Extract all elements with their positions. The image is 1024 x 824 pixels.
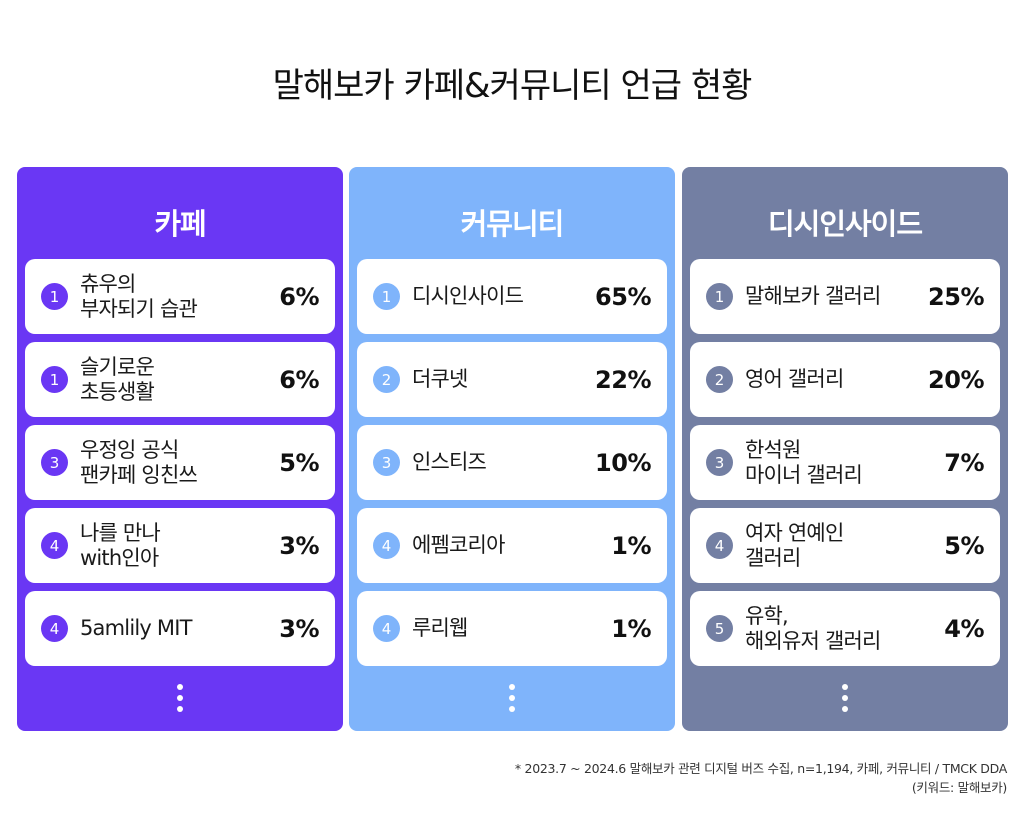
rank-badge: 4 xyxy=(373,615,400,642)
list-item: 3 한석원 마이너 갤러리 7% xyxy=(690,425,1000,500)
item-name: 나를 만나 with인아 xyxy=(80,520,161,570)
list-item: 4 여자 연예인 갤러리 5% xyxy=(690,508,1000,583)
item-percent: 22% xyxy=(595,365,651,394)
item-name: 유학, 해외유저 갤러리 xyxy=(745,603,881,653)
footnote: * 2023.7 ~ 2024.6 말해보카 관련 디지털 버즈 수집, n=1… xyxy=(515,759,1007,797)
item-name: 영어 갤러리 xyxy=(745,367,844,391)
panel-title: 디시인사이드 xyxy=(767,207,923,241)
item-percent: 3% xyxy=(279,614,319,643)
item-percent: 25% xyxy=(928,282,984,311)
list-item: 4 5amlily MIT 3% xyxy=(25,591,335,666)
item-name: 5amlily MIT xyxy=(80,616,192,640)
list-item: 4 나를 만나 with인아 3% xyxy=(25,508,335,583)
item-percent: 4% xyxy=(944,614,984,643)
list-item: 1 츄우의 부자되기 습관 6% xyxy=(25,259,335,334)
panel-dcinside: 디시인사이드 1 말해보카 갤러리 25% 2 영어 갤러리 20% 3 한석원 마이너 갤러… xyxy=(682,167,1008,731)
item-name: 여자 연예인 갤러리 xyxy=(745,520,844,570)
panel-community: 커뮤니티 1 디시인사이드 65% 2 더쿠넷 22% 3 인스티즈 10% 4 에펨코리아 1% 4 루… xyxy=(349,167,675,731)
item-name: 한석원 마이너 갤러리 xyxy=(745,437,863,487)
list-item: 5 유학, 해외유저 갤러리 4% xyxy=(690,591,1000,666)
rank-badge: 1 xyxy=(373,283,400,310)
page-title: 말해보카 카페&커뮤니티 언급 현황 xyxy=(272,66,753,106)
rank-badge: 1 xyxy=(41,283,68,310)
item-percent: 7% xyxy=(944,448,984,477)
panel-cafe: 카페 1 츄우의 부자되기 습관 6% 1 슬기로운 초등생활 6% 3 우정잉 공식 팬카페… xyxy=(17,167,343,731)
panel-title: 카페 xyxy=(154,207,206,241)
list-item: 4 에펨코리아 1% xyxy=(357,508,667,583)
item-name: 디시인사이드 xyxy=(412,284,524,308)
rank-badge: 2 xyxy=(373,366,400,393)
item-percent: 1% xyxy=(611,614,651,643)
item-name: 슬기로운 초등생활 xyxy=(80,354,155,404)
rank-badge: 3 xyxy=(41,449,68,476)
rank-badge: 4 xyxy=(41,532,68,559)
rank-badge: 1 xyxy=(706,283,733,310)
more-icon[interactable] xyxy=(682,684,1008,712)
list-item: 1 디시인사이드 65% xyxy=(357,259,667,334)
rank-badge: 2 xyxy=(706,366,733,393)
item-name: 우정잉 공식 팬카페 잉친쓰 xyxy=(80,437,198,487)
more-icon[interactable] xyxy=(349,684,675,712)
rank-badge: 3 xyxy=(706,449,733,476)
item-percent: 10% xyxy=(595,448,651,477)
item-name: 츄우의 부자되기 습관 xyxy=(80,271,198,321)
item-percent: 3% xyxy=(279,531,319,560)
item-percent: 65% xyxy=(595,282,651,311)
list-item: 4 루리웹 1% xyxy=(357,591,667,666)
item-percent: 20% xyxy=(928,365,984,394)
rank-badge: 5 xyxy=(706,615,733,642)
list-item: 3 우정잉 공식 팬카페 잉친쓰 5% xyxy=(25,425,335,500)
list-item: 1 슬기로운 초등생활 6% xyxy=(25,342,335,417)
item-percent: 1% xyxy=(611,531,651,560)
item-percent: 5% xyxy=(944,531,984,560)
panel-title: 커뮤니티 xyxy=(460,207,565,241)
item-name: 더쿠넷 xyxy=(412,367,468,391)
rank-badge: 1 xyxy=(41,366,68,393)
rank-badge: 4 xyxy=(373,532,400,559)
more-icon[interactable] xyxy=(17,684,343,712)
rank-badge: 3 xyxy=(373,449,400,476)
footnote-line: (키워드: 말해보카) xyxy=(911,780,1007,795)
item-name: 말해보카 갤러리 xyxy=(745,284,881,308)
rank-badge: 4 xyxy=(41,615,68,642)
item-percent: 5% xyxy=(279,448,319,477)
list-item: 2 영어 갤러리 20% xyxy=(690,342,1000,417)
item-name: 루리웹 xyxy=(412,616,468,640)
list-item: 2 더쿠넷 22% xyxy=(357,342,667,417)
item-percent: 6% xyxy=(279,282,319,311)
list-item: 3 인스티즈 10% xyxy=(357,425,667,500)
footnote-line: * 2023.7 ~ 2024.6 말해보카 관련 디지털 버즈 수집, n=1… xyxy=(514,761,1007,776)
item-name: 에펨코리아 xyxy=(412,533,505,557)
rank-badge: 4 xyxy=(706,532,733,559)
item-name: 인스티즈 xyxy=(412,450,487,474)
item-percent: 6% xyxy=(279,365,319,394)
list-item: 1 말해보카 갤러리 25% xyxy=(690,259,1000,334)
